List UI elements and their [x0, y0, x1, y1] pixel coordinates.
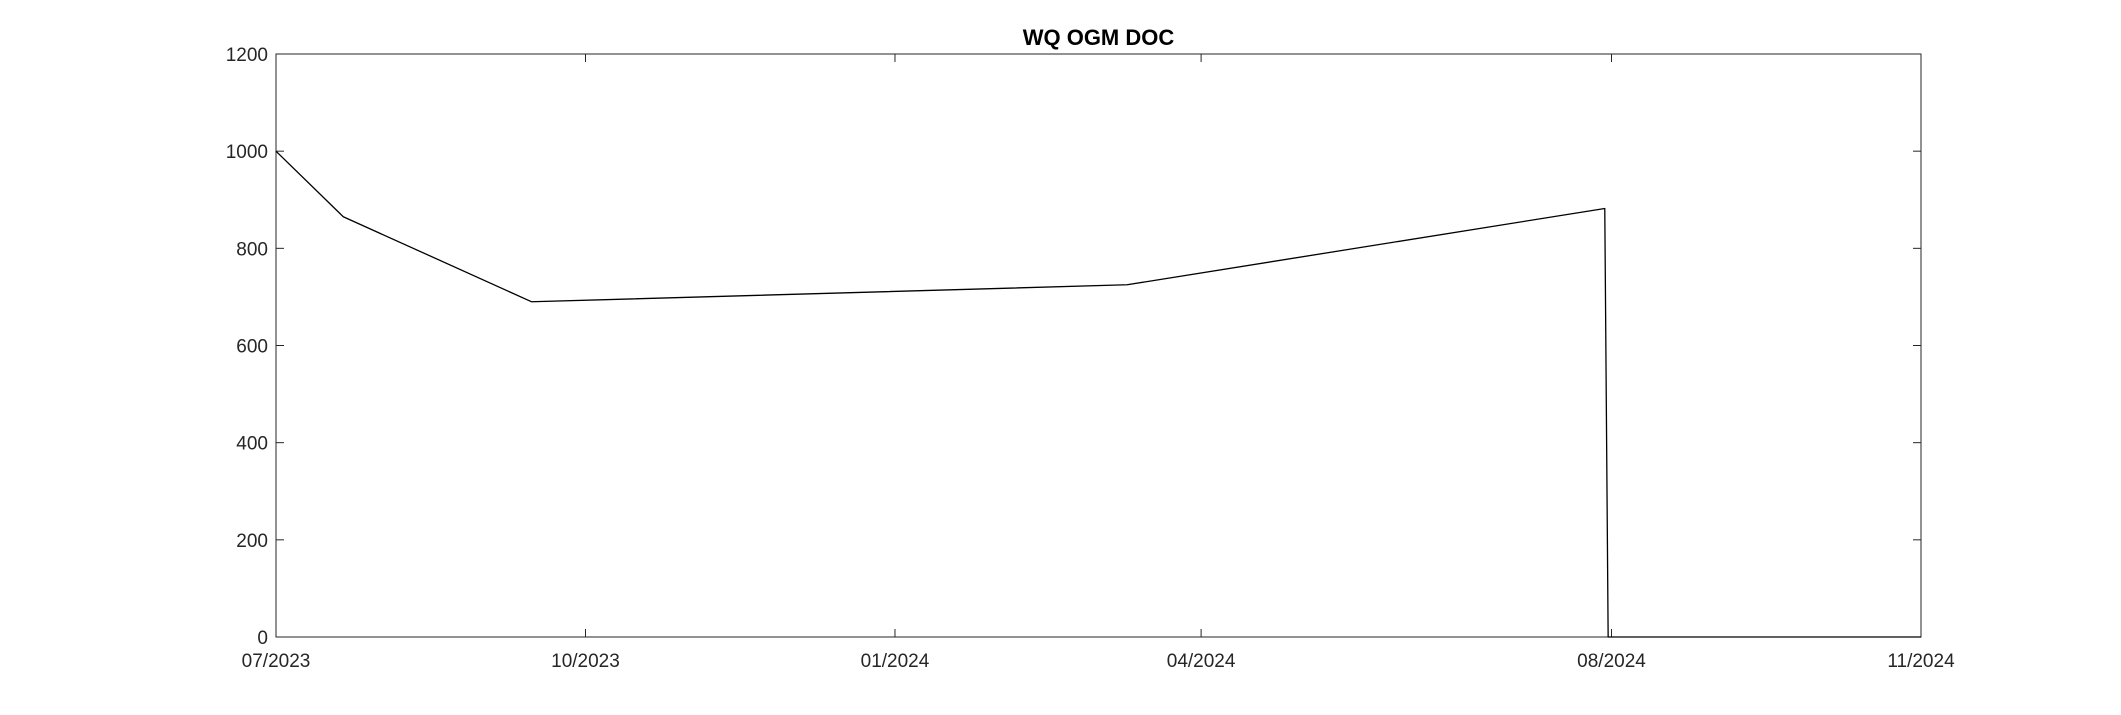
y-tick-label: 800 [236, 239, 268, 260]
x-tick-label: 04/2024 [1167, 651, 1236, 672]
x-tick-label: 11/2024 [1887, 651, 1955, 672]
y-tick-label: 1200 [226, 45, 268, 66]
y-tick-label: 200 [236, 531, 268, 552]
series-line [275, 150, 1921, 638]
x-tick-label: 10/2023 [551, 651, 620, 672]
y-tick-label: 1000 [226, 142, 268, 163]
x-tick-label: 01/2024 [861, 651, 930, 672]
chart-title: WQ OGM DOC [1023, 25, 1175, 50]
x-tick-label: 08/2024 [1577, 651, 1646, 672]
y-tick-label: 400 [236, 434, 268, 455]
plot-area-frame [275, 53, 1922, 638]
y-tick-label: 600 [236, 337, 268, 358]
y-tick-label: 0 [257, 628, 268, 649]
x-tick-label: 07/2023 [242, 651, 311, 672]
